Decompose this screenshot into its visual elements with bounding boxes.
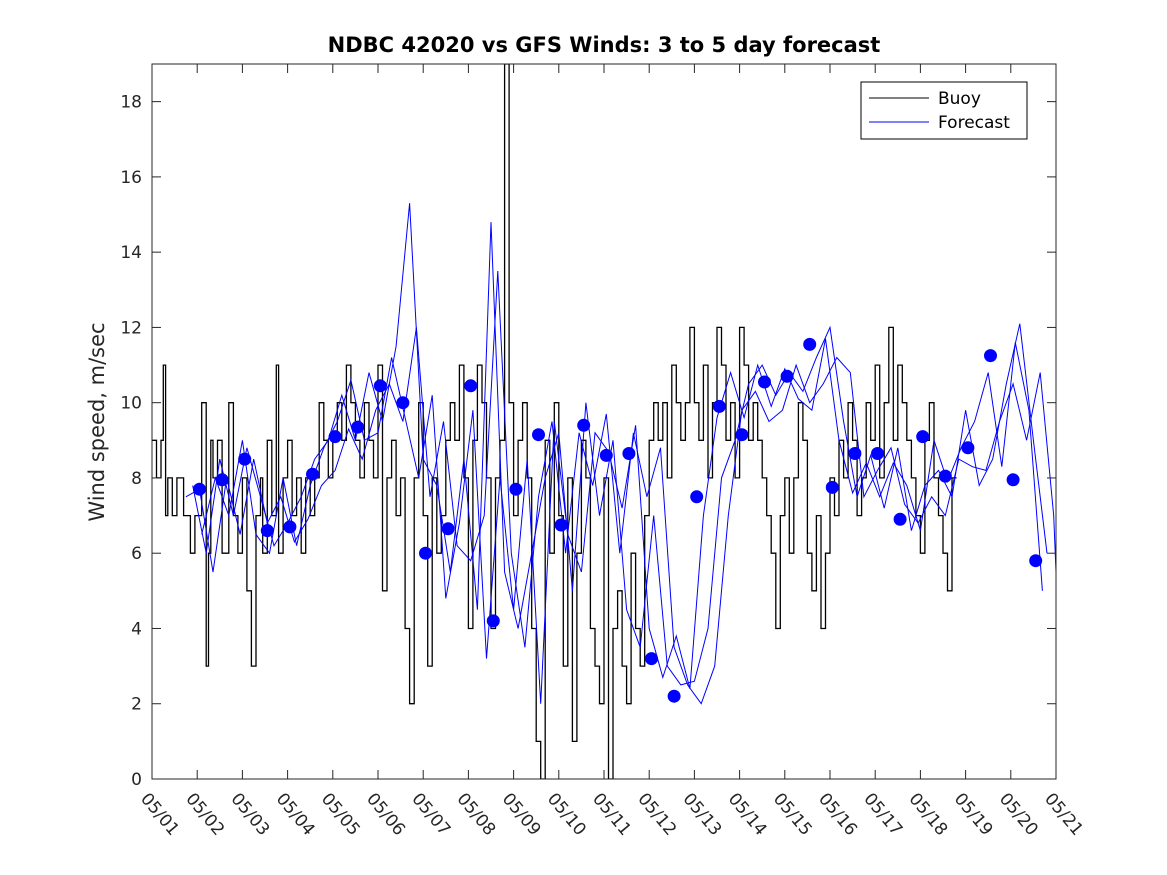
- forecast-marker: [984, 349, 997, 363]
- forecast-marker: [396, 396, 410, 410]
- forecast-marker: [712, 399, 726, 413]
- series-group: [152, 64, 1056, 779]
- forecast-marker: [916, 430, 930, 444]
- forecast-series-line-2: [192, 203, 1048, 686]
- y-tick-label: 0: [131, 770, 142, 790]
- forecast-marker: [306, 467, 319, 481]
- forecast-marker: [938, 469, 952, 483]
- forecast-marker: [961, 441, 975, 455]
- forecast-marker: [645, 652, 658, 666]
- forecast-marker: [667, 689, 681, 703]
- y-tick-label: 18: [120, 93, 142, 113]
- forecast-marker: [351, 420, 365, 434]
- forecast-marker: [825, 480, 839, 494]
- forecast-marker: [690, 490, 704, 504]
- forecast-marker: [193, 482, 206, 496]
- forecast-marker: [1029, 554, 1043, 568]
- forecast-marker: [554, 518, 568, 532]
- forecast-marker: [441, 522, 455, 536]
- chart-title: NDBC 42020 vs GFS Winds: 3 to 5 day fore…: [328, 33, 881, 57]
- y-tick-label: 2: [131, 695, 142, 715]
- legend-forecast-label: Forecast: [938, 113, 1010, 133]
- forecast-marker: [373, 379, 387, 393]
- forecast-marker: [260, 524, 274, 538]
- y-tick-label: 12: [120, 318, 142, 338]
- y-tick-label: 6: [131, 544, 142, 564]
- forecast-marker: [509, 482, 523, 496]
- forecast-series-line-1: [185, 270, 1056, 705]
- y-tick-label: 16: [120, 168, 142, 188]
- y-tick-label: 10: [120, 394, 142, 414]
- forecast-marker: [419, 546, 432, 560]
- forecast-marker: [893, 512, 907, 526]
- forecast-marker: [735, 428, 749, 442]
- forecast-marker: [848, 447, 862, 460]
- legend-buoy-label: Buoy: [938, 89, 981, 109]
- forecast-marker: [758, 375, 771, 389]
- forecast-series-line-3: [201, 338, 1043, 704]
- plot-area: [152, 64, 1056, 779]
- legend-box: [860, 81, 1028, 140]
- y-axis-label: Wind speed, m/sec: [85, 322, 109, 521]
- forecast-marker: [238, 452, 252, 466]
- forecast-marker: [871, 447, 884, 460]
- forecast-marker: [803, 337, 817, 351]
- forecast-marker: [464, 379, 478, 393]
- y-tick-label: 14: [120, 243, 142, 263]
- forecast-marker: [599, 448, 613, 462]
- legend: Buoy Forecast: [860, 81, 1028, 140]
- y-tick-label: 4: [131, 619, 142, 639]
- forecast-marker: [780, 369, 794, 383]
- buoy-series-line: [152, 64, 957, 779]
- forecast-marker: [622, 447, 636, 460]
- forecast-marker: [283, 520, 297, 534]
- forecast-marker: [486, 614, 500, 628]
- forecast-marker: [577, 418, 591, 432]
- forecast-marker: [1006, 473, 1020, 487]
- forecast-marker: [215, 473, 229, 487]
- forecast-marker: [328, 430, 342, 444]
- forecast-marker: [532, 428, 545, 442]
- y-tick-label: 8: [131, 469, 142, 489]
